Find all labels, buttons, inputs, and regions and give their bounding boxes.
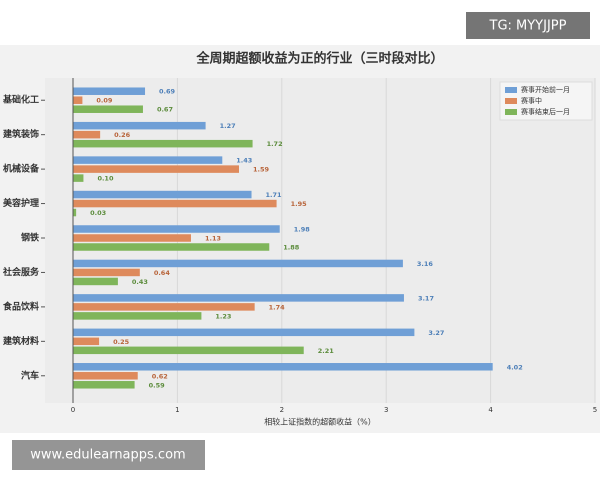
legend-label: 赛事中	[521, 96, 542, 105]
bar	[73, 346, 304, 355]
y-tick-label: 机械设备	[3, 163, 40, 175]
data-label: 0.09	[96, 97, 113, 105]
bar	[73, 363, 493, 371]
bar	[73, 190, 252, 199]
bar	[73, 312, 202, 320]
x-tick-label: 2	[280, 406, 284, 414]
bar	[73, 372, 138, 380]
bar	[73, 277, 118, 286]
y-tick-label: 建筑材料	[3, 335, 39, 347]
data-label: 0.69	[159, 88, 176, 96]
y-tick-label: 食品饮料	[2, 300, 39, 312]
data-label: 1.13	[205, 235, 221, 243]
data-label: 1.72	[267, 140, 283, 148]
data-label: 1.95	[291, 200, 308, 208]
y-tick-label: 汽车	[21, 369, 39, 381]
bar	[73, 87, 146, 95]
data-label: 3.16	[417, 260, 434, 268]
legend-swatch	[505, 98, 517, 104]
y-tick-label: 美容护理	[3, 197, 39, 209]
bar	[73, 130, 101, 139]
data-label: 1.98	[294, 226, 311, 234]
legend-swatch	[505, 109, 517, 115]
bar	[73, 96, 83, 104]
watermark: www.edulearnapps.com	[30, 448, 185, 463]
watermark-box	[466, 12, 590, 39]
data-label: 0.59	[149, 381, 166, 389]
data-label: 1.43	[236, 157, 252, 165]
legend-label: 赛事结束后一月	[521, 107, 570, 116]
bar	[73, 259, 403, 268]
data-label: 0.25	[113, 338, 130, 346]
bar	[73, 294, 404, 302]
x-tick-label: 1	[175, 406, 179, 414]
y-tick-label: 基础化工	[2, 94, 39, 106]
x-tick-label: 0	[71, 406, 75, 414]
bar	[73, 225, 280, 233]
watermark: TG: MYYJJPP	[489, 19, 567, 34]
bar	[73, 174, 84, 182]
data-label: 0.10	[97, 175, 114, 183]
x-tick-label: 3	[384, 406, 388, 414]
data-label: 1.71	[266, 191, 283, 199]
bar	[73, 165, 239, 173]
data-label: 4.02	[507, 363, 523, 371]
bar	[73, 337, 100, 346]
bar	[73, 328, 415, 337]
data-label: 0.64	[154, 269, 171, 277]
data-label: 3.17	[418, 294, 434, 302]
bar	[73, 121, 206, 130]
watermark-box	[12, 440, 205, 470]
bar	[73, 208, 77, 217]
data-label: 1.23	[215, 312, 231, 320]
x-tick-label: 5	[593, 406, 597, 414]
bar	[73, 243, 270, 251]
legend-swatch	[505, 87, 517, 93]
data-label: 1.59	[253, 166, 270, 174]
bar	[73, 303, 255, 311]
data-label: 3.27	[428, 329, 444, 337]
bar	[73, 234, 191, 242]
y-tick-label: 钢铁	[21, 232, 39, 244]
data-label: 2.21	[318, 347, 335, 355]
data-label: 1.88	[283, 244, 300, 252]
y-tick-label: 建筑装饰	[3, 128, 39, 140]
x-axis-label: 相较上证指数的超额收益（%）	[264, 417, 376, 427]
bar	[73, 199, 277, 208]
data-label: 0.62	[152, 372, 168, 380]
data-label: 0.26	[114, 131, 131, 139]
chart-title: 全周期超额收益为正的行业（三时段对比）	[195, 51, 443, 67]
data-label: 1.27	[220, 122, 236, 130]
y-tick-label: 社会服务	[2, 266, 40, 278]
bar	[73, 156, 223, 164]
data-label: 1.74	[269, 303, 286, 311]
legend-label: 赛事开始前一月	[521, 85, 570, 94]
bar	[73, 381, 135, 389]
data-label: 0.03	[90, 209, 106, 217]
data-label: 0.67	[157, 106, 173, 114]
data-label: 0.43	[132, 278, 148, 286]
x-tick-label: 4	[488, 406, 493, 414]
bar	[73, 268, 140, 277]
bar	[73, 105, 143, 113]
bar	[73, 139, 253, 148]
